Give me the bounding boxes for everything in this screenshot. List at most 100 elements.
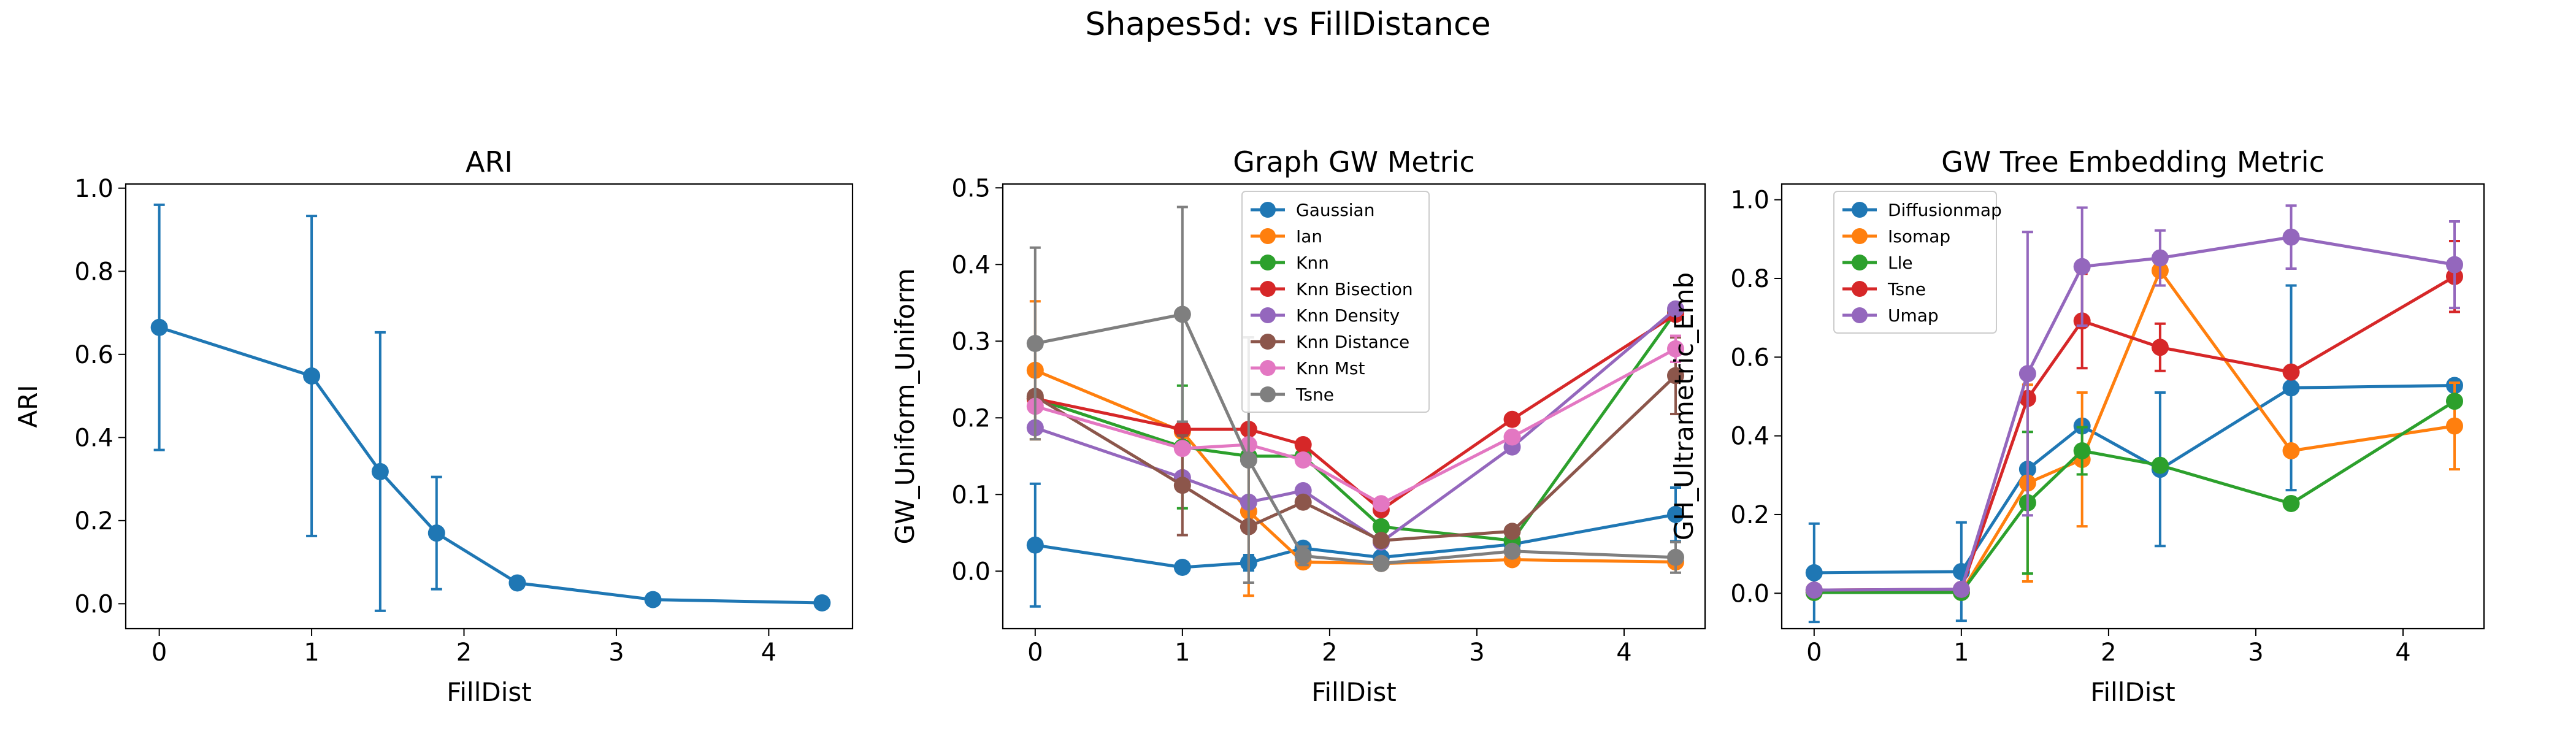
data-point	[1503, 428, 1521, 446]
legend-marker	[1852, 255, 1868, 270]
y-tick-label: 0.0	[1730, 580, 1769, 608]
series-tsne	[1026, 205, 1684, 584]
data-point	[1666, 505, 1684, 523]
y-tick-label: 0.6	[1730, 343, 1769, 372]
data-point	[2282, 494, 2300, 512]
data-point	[1805, 581, 1823, 599]
legend-marker	[1260, 202, 1276, 218]
x-tick-label: 3	[2248, 638, 2263, 667]
axes-title: ARI	[466, 145, 513, 178]
data-point	[2018, 365, 2036, 383]
x-tick-label: 1	[304, 638, 319, 667]
legend-marker	[1260, 386, 1276, 402]
legend-label: Gaussian	[1296, 200, 1374, 220]
series-0	[150, 203, 831, 612]
axes-frame	[1781, 183, 2485, 630]
legend-label: Lle	[1888, 253, 1913, 273]
data-point	[1805, 564, 1823, 581]
x-tick-label: 0	[1027, 638, 1043, 667]
x-tick-label: 1	[1953, 638, 1969, 667]
data-point	[2282, 363, 2300, 381]
legend-label: Knn Mst	[1296, 358, 1365, 378]
data-point	[371, 462, 389, 480]
data-point	[1173, 477, 1191, 494]
y-tick-label: 0.1	[951, 481, 991, 509]
y-tick-label: 0.0	[951, 558, 991, 586]
data-point	[644, 591, 662, 608]
y-axis-label: GH_Ultrametric_Emb	[1669, 272, 1699, 540]
data-point	[1503, 523, 1521, 540]
data-point	[1372, 518, 1390, 535]
legend-marker	[1260, 307, 1276, 323]
data-point	[2445, 256, 2463, 274]
legend-label: Umap	[1888, 305, 1939, 326]
data-point	[2073, 258, 2091, 275]
y-tick-label: 0.2	[74, 507, 113, 535]
figure-suptitle: Shapes5d: vs FillDistance	[1085, 6, 1491, 43]
legend-label: Knn Density	[1296, 305, 1400, 326]
y-tick-label: 0.6	[74, 341, 113, 369]
data-point	[1240, 451, 1257, 469]
legend-marker	[1260, 281, 1276, 297]
legend-marker	[1260, 255, 1276, 270]
data-point	[2445, 417, 2463, 435]
x-axis-label: FillDist	[447, 677, 531, 707]
data-point	[1952, 580, 1970, 598]
x-tick-label: 4	[761, 638, 776, 667]
legend: Diffusionmap Isomap Lle Tsne Umap	[1833, 191, 2002, 334]
data-point	[813, 594, 831, 611]
legend-marker	[1260, 360, 1276, 376]
legend-box	[1833, 191, 1997, 334]
y-tick-label: 0.2	[951, 404, 991, 432]
data-point	[2151, 339, 2169, 356]
data-point	[1372, 554, 1390, 572]
legend: Gaussian Ian Knn Knn Bisection Knn Density Kn…	[1241, 191, 1430, 413]
data-point	[1026, 536, 1044, 554]
data-point	[1294, 451, 1312, 469]
x-tick-label: 4	[1616, 638, 1631, 667]
data-point	[1294, 547, 1312, 565]
data-point	[1666, 548, 1684, 566]
data-point	[1372, 495, 1390, 513]
data-point	[2282, 228, 2300, 246]
y-tick-label: 0.4	[74, 424, 113, 452]
axes-title: GW Tree Embedding Metric	[1941, 145, 2325, 178]
y-axis-label: GW_Uniform_Uniform	[890, 269, 920, 545]
x-tick-label: 3	[1469, 638, 1484, 667]
x-tick-label: 2	[1322, 638, 1337, 667]
axes-frame	[1002, 183, 1706, 630]
y-tick-label: 0.4	[951, 251, 991, 279]
legend-label: Tsne	[1887, 279, 1926, 299]
data-point	[2073, 442, 2091, 459]
legend-marker	[1260, 334, 1276, 350]
data-point	[2151, 456, 2169, 474]
axes-frame	[125, 183, 854, 630]
data-point	[1666, 367, 1684, 385]
data-point	[1173, 559, 1191, 576]
legend-box	[1241, 191, 1430, 413]
legend-marker	[1852, 228, 1868, 244]
legend-label: Diffusionmap	[1888, 200, 2002, 220]
data-point	[1026, 335, 1044, 352]
legend-label: Tsne	[1295, 385, 1334, 405]
y-tick-label: 0.5	[951, 174, 991, 202]
legend-marker	[1260, 228, 1276, 244]
x-tick-label: 0	[1806, 638, 1822, 667]
data-point	[1294, 436, 1312, 453]
data-point	[303, 367, 321, 385]
legend-label: Knn Distance	[1296, 332, 1409, 352]
y-tick-label: 0.2	[1730, 501, 1769, 529]
data-point	[1503, 542, 1521, 560]
series-umap	[1805, 204, 2463, 599]
data-point	[1173, 421, 1191, 438]
legend-marker	[1852, 281, 1868, 297]
y-tick-label: 0.8	[1730, 265, 1769, 293]
data-point	[2282, 379, 2300, 397]
y-tick-label: 0.4	[1730, 423, 1769, 451]
x-tick-label: 3	[608, 638, 624, 667]
series-line	[1814, 400, 2456, 594]
y-tick-label: 0.0	[74, 590, 113, 618]
x-axis-label: FillDist	[1311, 677, 1396, 707]
